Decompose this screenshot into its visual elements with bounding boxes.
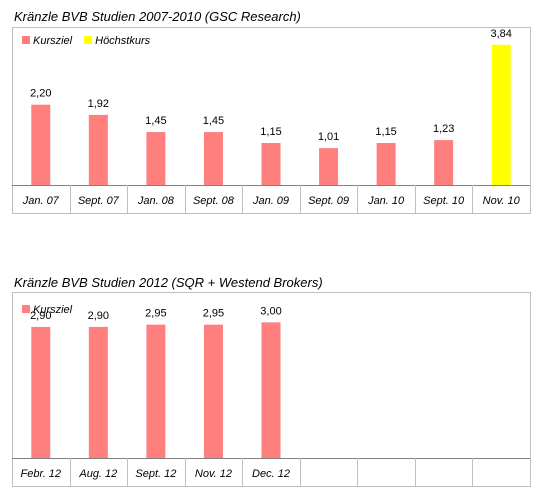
- data-label: 2,90: [30, 310, 51, 322]
- bar: [88, 326, 108, 458]
- data-label: 1,92: [88, 98, 109, 110]
- x-tick-label: Jan. 07: [22, 195, 60, 207]
- data-label: 1,45: [145, 115, 166, 127]
- legend-swatch: [22, 305, 30, 313]
- bar: [261, 322, 281, 458]
- data-label: 2,20: [30, 88, 51, 100]
- chart-title: Kränzle BVB Studien 2012 (SQR + Westend …: [14, 275, 323, 290]
- bar: [203, 132, 223, 185]
- x-tick-label: Jan. 09: [252, 195, 289, 207]
- bar: [376, 143, 396, 185]
- legend-label: Kursziel: [33, 35, 73, 47]
- x-tick-label: Sept. 07: [78, 195, 120, 207]
- legend-swatch: [84, 36, 93, 44]
- x-tick-label: Nov. 10: [483, 195, 521, 207]
- bar: [261, 143, 281, 185]
- x-tick-label: Febr. 12: [20, 468, 61, 480]
- bar: [146, 132, 166, 185]
- bar: [319, 148, 339, 185]
- legend-swatch: [22, 36, 30, 44]
- bar: [203, 324, 223, 458]
- bar: [146, 324, 166, 458]
- x-tick-label: Sept. 08: [193, 195, 235, 207]
- x-tick-label: Sept. 12: [135, 468, 176, 480]
- x-tick-label: Aug. 12: [78, 468, 117, 480]
- data-label: 1,45: [203, 115, 224, 127]
- data-label: 1,15: [260, 126, 281, 138]
- x-tick-label: Sept. 10: [423, 195, 465, 207]
- bar: [31, 104, 51, 185]
- legend-label: Höchstkurs: [95, 35, 151, 47]
- data-label: 3,00: [260, 305, 281, 317]
- x-tick-label: Dec. 12: [252, 468, 290, 480]
- data-label: 2,95: [203, 308, 224, 320]
- x-tick-label: Nov. 12: [195, 468, 232, 480]
- bar: [491, 44, 511, 185]
- x-tick-label: Sept. 09: [308, 195, 349, 207]
- bar: [434, 140, 454, 185]
- data-label: 2,90: [88, 310, 109, 322]
- data-label: 3,84: [491, 28, 512, 40]
- data-label: 1,15: [375, 126, 396, 138]
- x-tick-label: Jan. 08: [137, 195, 175, 207]
- data-label: 1,23: [433, 123, 454, 135]
- bar: [31, 326, 51, 458]
- chart-title: Kränzle BVB Studien 2007-2010 (GSC Resea…: [14, 9, 301, 24]
- data-label: 2,95: [145, 308, 166, 320]
- bar: [88, 114, 108, 185]
- legend-label: Kursziel: [33, 304, 73, 316]
- x-tick-label: Jan. 10: [367, 195, 405, 207]
- data-label: 1,01: [318, 131, 339, 143]
